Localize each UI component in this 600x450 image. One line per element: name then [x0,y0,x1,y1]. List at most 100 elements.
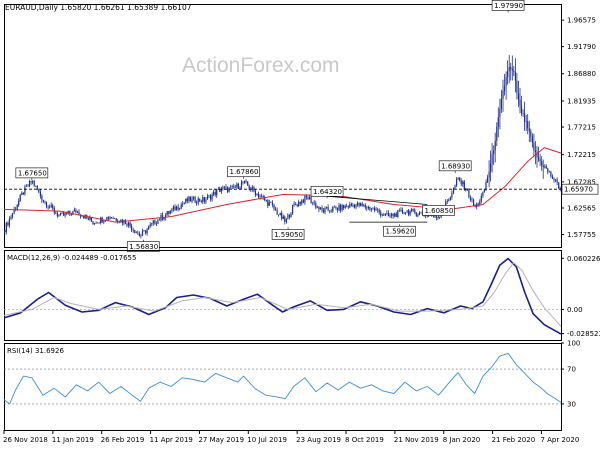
candle-body [281,212,283,219]
price-axis-tick-label: 1.96575 [567,17,596,25]
candle-body [270,202,272,203]
time-tick-label: 7 Apr 2020 [540,436,579,444]
candle-body [485,182,487,190]
candle-body [217,188,219,190]
candle-body [41,196,43,201]
candle-body [52,205,54,209]
candle-body [344,205,346,208]
candle-body [210,195,212,200]
candle-body [488,171,490,178]
candle-body [78,211,80,216]
candle-body [559,188,561,189]
rsi-axis-tick-label: 70 [567,366,576,374]
time-tick-label: 21 Nov 2019 [394,436,439,444]
candle-body [480,195,482,201]
candle-body [253,187,255,191]
candle-body [98,222,100,224]
candle-body [87,217,89,220]
macd-axis-tick-label: -0.028523 [567,330,600,338]
candle-body [83,216,85,219]
candle-body [149,224,151,227]
candle-body [81,216,83,217]
candle-body [336,208,338,211]
candle-body [33,181,35,186]
candle-body [471,199,473,201]
candle-body [256,193,258,196]
candle-body [389,215,391,217]
time-tick-label: 11 Apr 2019 [150,436,193,444]
candle-body [538,157,540,160]
candle-body [196,202,198,204]
candle-body [233,186,235,188]
candle-body [301,200,303,204]
candle-body [408,210,410,215]
candle-body [109,217,111,219]
candle-body [56,213,58,217]
candle-body [468,189,470,198]
candle-body [404,212,407,214]
candle-body [541,161,543,166]
time-tick-label: 10 Jul 2019 [247,436,287,444]
candle-body [369,206,371,210]
candle-body [329,210,331,212]
candle-body [494,140,496,151]
annotation-box [438,160,472,172]
candle-body [11,213,14,217]
moving-average-line [3,147,562,223]
candle-body [479,201,481,205]
candle-body [214,191,216,196]
candle-body [519,99,521,106]
candle-body [179,208,181,210]
candle-body [503,86,506,91]
candle-body [152,220,154,224]
price-axis-tick-label: 1.67285 [567,178,596,186]
candle-body [418,212,420,215]
candle-body [50,205,52,208]
candle-body [73,209,75,211]
candle-body [254,190,256,196]
candle-body [469,197,472,200]
candle-body [322,210,325,213]
candle-body [231,186,233,187]
candle-body [497,117,499,127]
candle-body [451,193,453,198]
candle-body [236,183,238,188]
candle-body [490,163,492,172]
candle-body [500,98,502,109]
candle-body [374,208,376,211]
candle-body [114,218,116,219]
candle-body [145,230,147,234]
candle-body [55,212,57,214]
time-tick-label: 26 Feb 2019 [101,436,145,444]
candle-body [271,202,273,205]
candle-body [551,176,554,179]
price-axis-tick-label: 1.81935 [567,98,596,106]
candle-body [520,105,523,114]
annotation-label: 1.59620 [385,228,414,236]
candle-body [316,206,318,208]
candle-body [180,204,182,209]
candle-body [318,206,320,210]
candle-body [140,235,142,237]
candle-body [456,179,458,186]
candle-body [75,209,77,213]
candle-body [364,205,366,208]
annotation-label: 1.59050 [274,231,303,239]
candle-body [44,201,46,203]
candle-body [386,213,388,214]
candle-body [247,181,249,186]
candle-body [67,210,69,214]
candle-body [18,200,20,206]
candle-body [97,222,99,224]
candle-body [216,189,218,196]
candle-body [53,208,55,213]
candle-body [225,186,227,188]
candle-body [7,222,9,226]
candle-body [293,203,295,205]
candle-body [131,226,133,230]
candle-body [169,211,171,214]
candle-body [188,196,190,201]
candle-body [517,93,520,100]
candle-body [143,230,145,232]
